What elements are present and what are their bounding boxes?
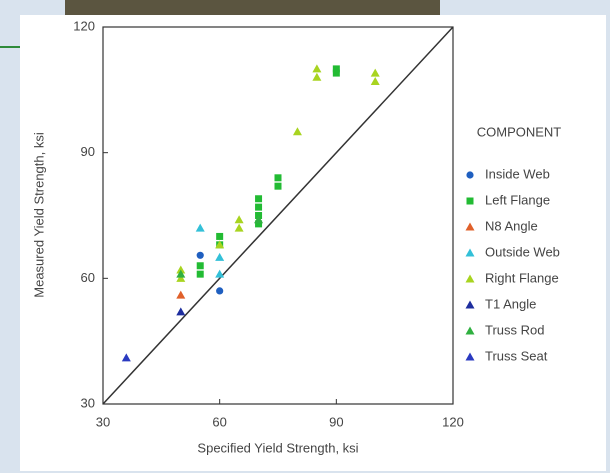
legend-marker — [465, 352, 475, 361]
legend-label: T1 Angle — [485, 296, 536, 311]
point — [254, 215, 264, 224]
y-tick-label: 120 — [73, 18, 95, 33]
point — [312, 64, 322, 73]
point — [255, 220, 263, 228]
point — [195, 223, 205, 232]
point — [312, 72, 322, 81]
point — [234, 223, 244, 232]
point — [176, 273, 186, 282]
point — [332, 69, 340, 77]
legend-marker — [465, 300, 475, 309]
legend-marker — [465, 274, 475, 283]
point — [274, 182, 282, 190]
legend-marker — [466, 171, 474, 179]
point — [196, 251, 204, 259]
legend-label: Outside Web — [485, 244, 560, 259]
legend-label: Truss Rod — [485, 322, 544, 337]
point — [274, 174, 282, 182]
point — [255, 203, 263, 211]
reference-line — [102, 26, 454, 405]
point — [121, 353, 131, 362]
legend-marker — [465, 222, 475, 231]
point — [196, 262, 204, 270]
point — [255, 195, 263, 203]
x-tick-label: 120 — [442, 414, 464, 429]
point — [332, 65, 340, 73]
y-tick-label: 90 — [81, 144, 95, 159]
y-axis-label: Measured Yield Strength, ksi — [31, 132, 46, 298]
x-tick-label: 60 — [212, 414, 226, 429]
legend-label: Right Flange — [485, 270, 559, 285]
y-tick-label: 30 — [81, 395, 95, 410]
point — [176, 290, 186, 299]
plot-frame — [102, 26, 454, 405]
legend-marker — [465, 326, 475, 335]
point — [196, 270, 204, 278]
legend-marker — [465, 248, 475, 257]
point — [215, 240, 225, 249]
point — [176, 265, 186, 274]
point — [215, 269, 225, 278]
point — [216, 232, 224, 240]
photo-strip — [65, 0, 440, 15]
point — [370, 68, 380, 77]
x-tick-label: 30 — [96, 414, 110, 429]
point — [216, 287, 224, 295]
point — [292, 127, 302, 136]
point — [176, 269, 186, 278]
legend-label: Truss Seat — [485, 348, 548, 363]
legend-label: N8 Angle — [485, 218, 538, 233]
x-tick-label: 90 — [329, 414, 343, 429]
panel — [20, 15, 606, 471]
legend-title: COMPONENT — [477, 124, 562, 139]
y-tick-label: 60 — [81, 270, 95, 285]
legend-label: Left Flange — [485, 192, 550, 207]
point — [234, 215, 244, 224]
legend-label: Inside Web — [485, 166, 550, 181]
legend-marker — [466, 197, 474, 205]
x-axis-label: Specified Yield Strength, ksi — [197, 440, 358, 455]
point — [176, 307, 186, 316]
point — [370, 76, 380, 85]
point — [215, 252, 225, 261]
